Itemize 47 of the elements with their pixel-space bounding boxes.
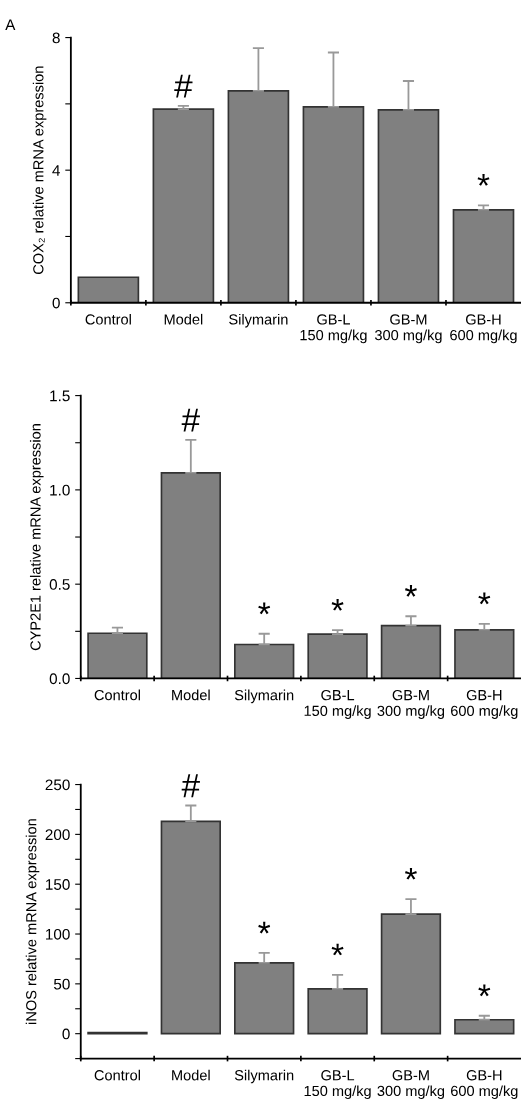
x-tick-label: Model: [172, 1069, 210, 1081]
x-tick-label: GB-M 300 mg/kg: [374, 314, 442, 344]
y-tick-label: 250: [45, 779, 70, 791]
annotation: *: [404, 585, 417, 597]
annotation: *: [331, 598, 344, 611]
annotation: *: [404, 867, 417, 880]
x-tick-label: GB-L 150 mg/kg: [300, 314, 367, 344]
x-tick-label: Silymarin: [234, 689, 294, 704]
x-tick-label: GB-M 300 mg/kg: [377, 1070, 445, 1099]
x-tick-label: Control: [85, 313, 131, 325]
y-tick-label: 0.5: [49, 579, 70, 590]
annotation: *: [258, 921, 271, 934]
x-tick-label: GB-L 150 mg/kg: [304, 689, 371, 719]
text: 0.0: [49, 673, 70, 685]
x-tick-label: Control: [94, 1069, 140, 1081]
x-tick-label: GB-M 300 mg/kg: [377, 689, 445, 719]
y-tick-label: 150: [46, 879, 70, 890]
annotation: #: [174, 74, 193, 98]
y-tick-label: 50: [53, 978, 70, 990]
x-tick-label: Model: [164, 313, 203, 325]
x-tick-label: GB-H 600 mg/kg: [451, 1070, 518, 1099]
annotation: #: [181, 774, 200, 798]
y-tick-label: 4: [52, 165, 60, 176]
y-tick-label: 1.5: [50, 390, 70, 402]
y-axis-title: CYP2E1 relative mRNA expression: [29, 424, 44, 651]
x-tick-label: Silymarin: [229, 313, 288, 328]
y-axis-title: COX₂ relative mRNA expression: [32, 66, 47, 274]
y-tick-label: 0: [62, 1028, 70, 1040]
text: 1.0: [50, 484, 70, 496]
x-tick-label: Silymarin: [234, 1069, 294, 1084]
y-tick-label: 200: [45, 829, 70, 841]
annotation: #: [181, 408, 200, 432]
annotation: *: [331, 943, 344, 956]
y-tick-label: 8: [52, 32, 60, 44]
text: A: [5, 19, 16, 30]
annotation: *: [477, 174, 490, 186]
x-tick-label: GB-L 150 mg/kg: [304, 1070, 371, 1099]
x-tick-label: Control: [94, 689, 140, 701]
y-tick-label: 100: [46, 928, 70, 940]
annotation: *: [478, 592, 491, 605]
annotation: *: [258, 602, 271, 615]
y-axis-title: iNOS relative mRNA expression: [25, 819, 40, 1024]
x-tick-label: GB-H 600 mg/kg: [451, 689, 518, 719]
y-tick-label: 0: [52, 297, 60, 309]
x-tick-label: GB-H 600 mg/kg: [450, 314, 517, 344]
annotation: *: [478, 984, 491, 997]
x-tick-label: Model: [172, 689, 210, 701]
